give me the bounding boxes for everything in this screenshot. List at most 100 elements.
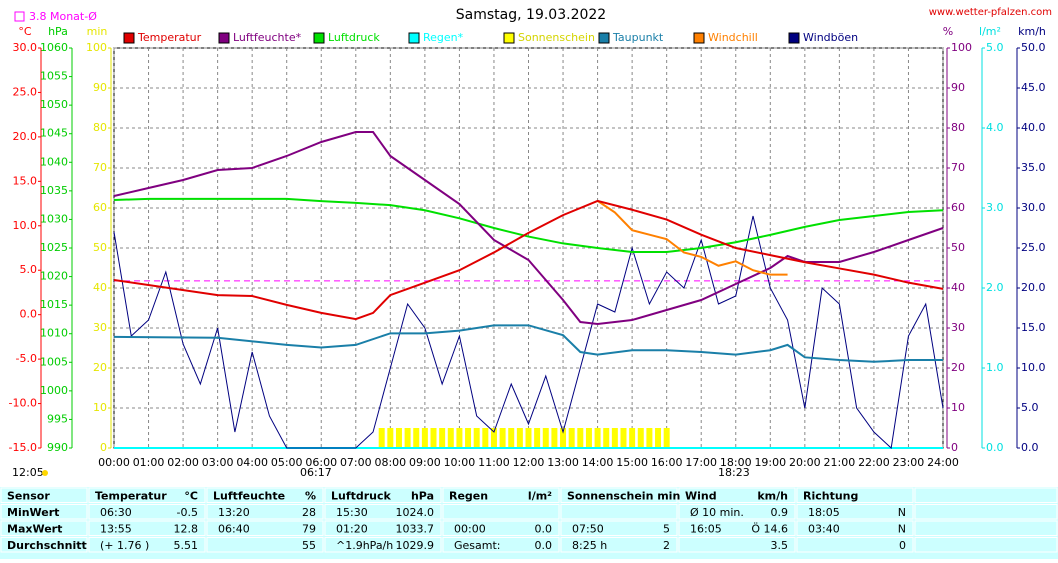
y-tick-label: 10 [951,401,965,414]
table-cell [678,520,796,536]
table-cell [324,504,442,520]
sun-bar [611,428,618,448]
sun-bar [439,428,446,448]
series-line [597,200,788,276]
y-tick-label: -10.0 [9,397,37,410]
table-cell [678,487,796,503]
y-tick-label: 40.0 [1021,121,1046,134]
cell-time: (+ 1.76 ) [100,539,149,552]
legend-label: Regen* [423,31,464,44]
sun-bar [456,428,463,448]
legend-swatch [693,32,705,44]
legend-swatch [788,32,800,44]
cell-time: 00:00 [454,522,486,535]
cell-time: 07:50 [572,522,604,535]
y-tick-label: 10 [93,401,107,414]
legend-label: Temperatur [137,31,202,44]
cell-value: 79 [302,522,316,535]
sun-bar [473,428,480,448]
y-tick-label: 1055 [40,70,68,83]
y-tick-label: 5.0 [1021,401,1039,414]
y-tick-label: 20 [93,361,107,374]
cell-time: ^1.9hPa/h [336,539,393,552]
cell-value: 2 [663,539,670,552]
x-tick-label: 08:00 [374,456,406,469]
header-cell: Luftfeuchte [213,489,285,502]
x-tick-label: 21:00 [824,456,856,469]
x-tick-label: 20:00 [789,456,821,469]
table-cell [442,537,560,553]
table-cell [914,537,1058,553]
x-tick-label: 14:00 [582,456,614,469]
avg-label: 3.8 Monat-Ø [29,10,97,23]
table-cell [914,504,1058,520]
cell-time: 01:20 [336,522,368,535]
legend-swatch [503,32,515,44]
cell-value: Ö 14.6 [751,522,788,535]
y-tick-label: 50 [951,241,965,254]
cell-value: 0.9 [771,506,789,519]
x-tick-label: 01:00 [133,456,165,469]
header-cell: Luftdruck [331,489,392,502]
x-tick-label: 15:00 [616,456,648,469]
sun-bar [577,428,584,448]
series-line [113,197,944,253]
sun-bar [542,428,549,448]
note: 18:23 [718,466,750,479]
series-line [113,199,944,321]
sun-bar [465,428,472,448]
series-line [113,324,943,363]
legend-swatch [313,32,325,44]
x-tick-label: 17:00 [685,456,717,469]
sun-bar [534,428,541,448]
table-cell [560,504,678,520]
sun-bar [490,428,497,448]
sun-bar [637,428,644,448]
table-cell [206,537,324,553]
header-unit: km/h [757,489,788,502]
y-tick-label: 35.0 [1021,161,1046,174]
row-label: MaxWert [7,522,62,535]
y-tick-label: 0.0 [20,308,38,321]
y-tick-label: 80 [93,121,107,134]
header-cell: Temperatur [95,489,167,502]
legend-label: Windböen [803,31,858,44]
table-cell [796,487,914,503]
table-cell [0,520,88,536]
x-tick-label: 23:00 [893,456,925,469]
table-cell [560,487,678,503]
legend-swatch [123,32,135,44]
sun-bar [404,428,411,448]
y-tick-label: 5.0 [20,263,38,276]
note: 12:05 [12,466,44,479]
x-tick-label: 16:00 [651,456,683,469]
y-tick-label: 1005 [40,355,68,368]
sun-bar [387,428,394,448]
table-cell [88,520,206,536]
y-tick-label: 40 [93,281,107,294]
header-unit: hPa [411,489,434,502]
y-tick-label: 1040 [40,155,68,168]
y-tick-label: 1050 [40,98,68,111]
cell-value: N [898,522,906,535]
y-tick-label: 10.0 [1021,361,1046,374]
table-cell [442,487,560,503]
cell-value: 0 [899,539,906,552]
cell-value: 55 [302,539,316,552]
y-tick-label: 100 [951,41,972,54]
legend-label: Luftfeuchte* [233,31,302,44]
axis-unit: l/m² [979,25,1001,38]
table-cell [88,487,206,503]
sun-bar [663,428,670,448]
legend-label: Luftdruck [328,31,380,44]
y-tick-label: 0 [951,441,958,454]
sun-icon [42,470,48,476]
x-tick-label: 03:00 [202,456,234,469]
y-tick-label: 995 [47,412,68,425]
table-cell [796,520,914,536]
x-tick-label: 24:00 [927,456,959,469]
sun-bar [620,428,627,448]
y-tick-label: 5.0 [986,41,1004,54]
header-cell: Sonnenschein min [567,489,680,502]
y-tick-label: 1025 [40,241,68,254]
